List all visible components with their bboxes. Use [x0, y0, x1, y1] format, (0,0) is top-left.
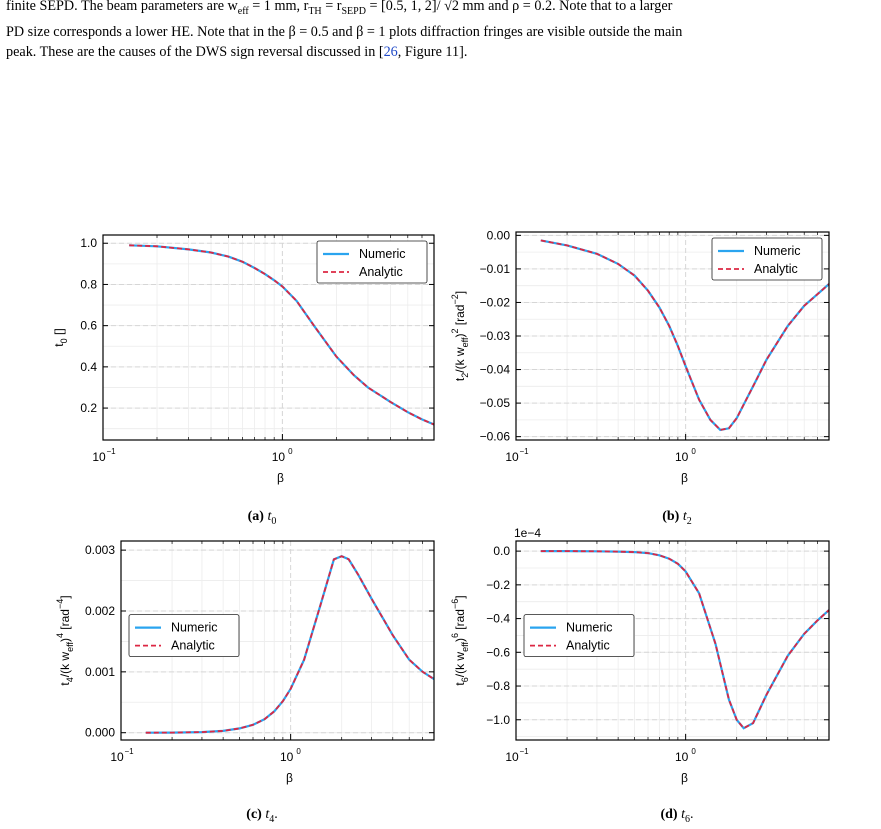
x-axis-label: β [277, 471, 284, 485]
plot-frame [102, 234, 435, 441]
y-tick-label: 0.002 [85, 604, 115, 618]
legend-analytic-label: Analytic [171, 639, 215, 653]
subfigure-caption: (c) t4. [246, 807, 277, 825]
x-tick-exponent: 0 [691, 747, 696, 756]
legend-box [128, 614, 240, 658]
y-axis-label: t0 [] [52, 328, 69, 346]
x-tick-exponent: 0 [288, 447, 293, 456]
legend-box [316, 240, 428, 284]
x-tick-exponent: −1 [519, 747, 529, 756]
legend: Numeric Analytic [523, 614, 635, 658]
y-tick-label: 0.4 [80, 360, 97, 374]
x-tick-label: 10 [272, 450, 286, 464]
caption-line-3: peak. These are the causes of the DWS si… [6, 43, 468, 60]
y-tick-label: −0.4 [486, 612, 510, 626]
x-tick-exponent: −1 [106, 447, 116, 456]
y-tick-label: −0.2 [486, 578, 510, 592]
x-tick-label: 10 [675, 450, 689, 464]
legend: Numeric Analytic [316, 240, 428, 284]
y-tick-label: −0.04 [480, 363, 511, 377]
chart-panel-d: 0.0−0.2−0.4−0.6−0.8−1.010 −1 10 01e−4Numeri… [450, 526, 830, 825]
y-tick-label: −0.03 [480, 329, 511, 343]
analytic-series-line [540, 239, 830, 431]
legend-box [711, 237, 823, 281]
analytic-series-line [145, 555, 435, 734]
subfigure-caption: (a) t0 [248, 509, 277, 527]
x-tick-exponent: −1 [519, 447, 529, 456]
y-tick-label: −0.01 [480, 262, 511, 276]
legend-box [523, 614, 635, 658]
legend-analytic-label: Analytic [754, 262, 798, 276]
x-tick-label: 10 [505, 750, 519, 764]
x-tick-label: 10 [280, 750, 294, 764]
y-tick-label: −1.0 [486, 713, 510, 727]
plot-frame [515, 540, 830, 741]
y-tick-label: 0.6 [80, 319, 97, 333]
y-tick-label: −0.02 [480, 295, 511, 309]
y-tick-label: −0.6 [486, 645, 510, 659]
x-tick-label: 10 [505, 450, 519, 464]
plot-frame [120, 540, 435, 741]
y-tick-label: 0.2 [80, 401, 97, 415]
subfigure-caption: (b) t2 [662, 509, 692, 527]
y-tick-label: 1.0 [80, 236, 97, 250]
y-axis-label: t4/(k weff)4 [rad−4] [55, 595, 75, 685]
y-tick-label: 0.0 [493, 544, 510, 558]
citation-link[interactable]: 26 [383, 43, 398, 60]
plot-frame [515, 231, 830, 441]
legend-numeric-label: Numeric [359, 247, 406, 261]
legend-numeric-label: Numeric [566, 621, 613, 635]
x-axis-label: β [286, 771, 293, 785]
x-tick-exponent: 0 [296, 747, 301, 756]
legend-numeric-label: Numeric [754, 244, 801, 258]
chart-panel-a: 0.20.40.60.81.010 −1 10 0NumericAnalyticβt0… [52, 234, 435, 527]
x-tick-exponent: 0 [691, 447, 696, 456]
legend-analytic-label: Analytic [566, 639, 610, 653]
caption-line-1: finite SEPD. The beam parameters are wef… [6, 0, 673, 17]
y-tick-label: −0.06 [480, 430, 511, 444]
legend: Numeric Analytic [711, 237, 823, 281]
x-tick-label: 10 [110, 750, 124, 764]
figure-caption-text: finite SEPD. The beam parameters are wef… [6, 0, 874, 62]
y-axis-label: t6/(k weff)6 [rad−6] [450, 595, 470, 685]
legend: Numeric Analytic [128, 614, 240, 658]
axis-offset-text: 1e−4 [514, 526, 541, 540]
x-tick-label: 10 [675, 750, 689, 764]
analytic-series-line [129, 244, 435, 426]
subfigure-caption: (d) t6. [660, 807, 693, 825]
caption-line-2: PD size corresponds a lower HE. Note tha… [6, 23, 683, 40]
y-tick-label: 0.8 [80, 277, 97, 291]
legend-numeric-label: Numeric [171, 621, 218, 635]
x-axis-label: β [681, 471, 688, 485]
y-axis-label: t2/(k weff)2 [rad−2] [450, 291, 470, 381]
y-tick-label: 0.003 [85, 543, 115, 557]
y-tick-label: 0.000 [85, 726, 115, 740]
x-tick-exponent: −1 [124, 747, 134, 756]
analytic-series-line [540, 550, 830, 730]
y-tick-label: −0.05 [480, 396, 511, 410]
x-tick-label: 10 [92, 450, 106, 464]
x-axis-label: β [681, 771, 688, 785]
y-tick-label: 0.00 [487, 228, 511, 242]
y-tick-label: −0.8 [486, 679, 510, 693]
legend-analytic-label: Analytic [359, 265, 403, 279]
y-tick-label: 0.001 [85, 665, 115, 679]
